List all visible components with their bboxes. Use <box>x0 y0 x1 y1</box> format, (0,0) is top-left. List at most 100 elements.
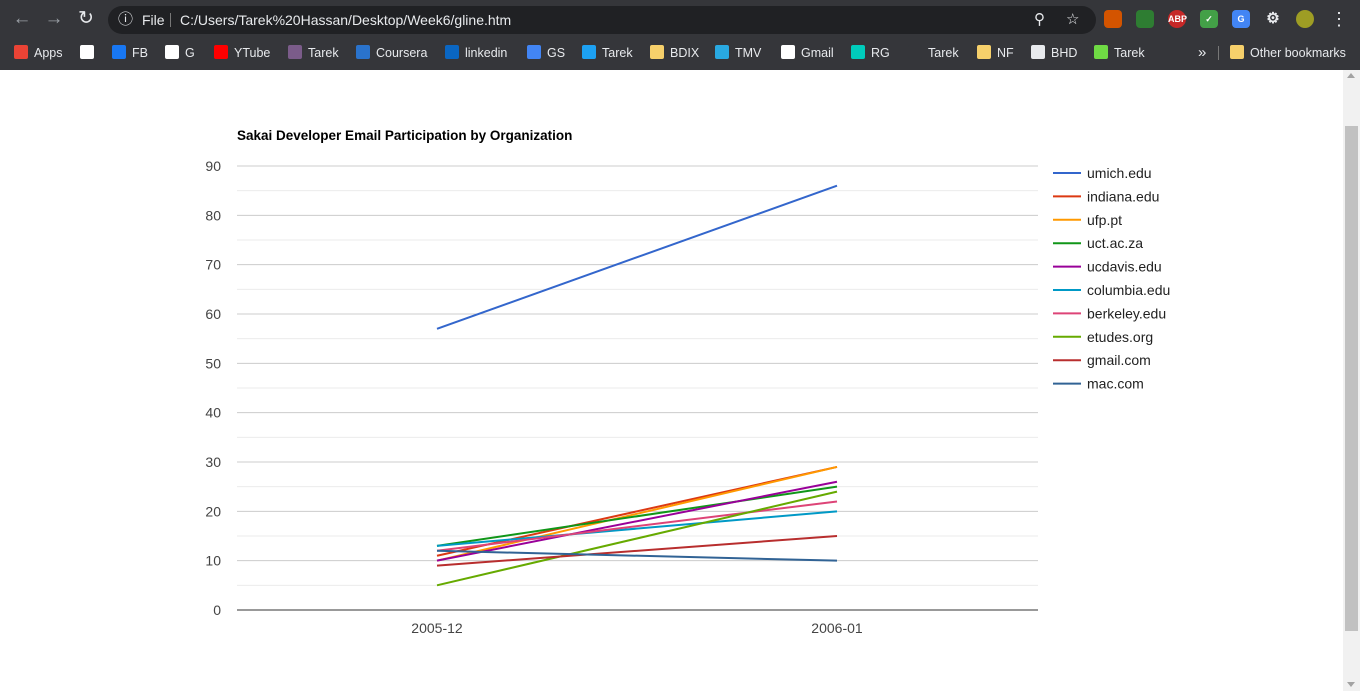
bookmark-label: Apps <box>34 46 63 60</box>
extension-fox-icon[interactable] <box>1104 10 1122 28</box>
facebook-icon <box>112 45 126 59</box>
k-icon <box>908 45 922 59</box>
bookmark-item[interactable] <box>80 38 100 68</box>
y-tick-label: 80 <box>205 207 221 223</box>
bookmark-label: Gmail <box>801 46 834 60</box>
url-separator <box>170 13 171 27</box>
legend-label: berkeley.edu <box>1087 305 1166 321</box>
chart-axes: 0 10 20 30 40 50 60 70 80 90 2005-12 2006-01 <box>205 158 862 636</box>
twitter-icon <box>582 45 596 59</box>
y-tick-label: 0 <box>213 602 221 618</box>
series-line-uct-ac-za[interactable] <box>436 485 838 547</box>
bookmark-star-icon[interactable]: ☆ <box>1066 11 1080 28</box>
address-bar[interactable]: ⓘ File C:/Users/Tarek%20Hassan/Desktop/W… <box>108 6 1096 34</box>
bookmark-item[interactable]: Coursera <box>356 38 427 68</box>
bookmark-label: BDIX <box>670 46 700 60</box>
url-text[interactable]: C:/Users/Tarek%20Hassan/Desktop/Week6/gl… <box>180 12 512 28</box>
bookmark-label: Tarek <box>1114 46 1145 60</box>
extension-globe-icon[interactable] <box>1136 10 1154 28</box>
forward-arrow-icon[interactable]: → <box>44 8 64 29</box>
chart-title: Sakai Developer Email Participation by O… <box>237 128 572 143</box>
avatar[interactable] <box>1296 10 1314 28</box>
series-line-mac-com[interactable] <box>436 549 838 562</box>
scroll-down-arrow-icon[interactable] <box>1347 682 1355 687</box>
wikipedia-icon <box>80 45 94 59</box>
bookmarks-overflow-icon[interactable]: » <box>1198 44 1207 61</box>
bookmark-item[interactable]: Tarek <box>288 38 339 68</box>
bookmark-item[interactable]: BHD <box>1031 38 1077 68</box>
researchgate-icon <box>851 45 865 59</box>
bookmark-item[interactable]: Tarek <box>582 38 633 68</box>
bookmark-item[interactable]: RG <box>851 38 890 68</box>
extension-check-icon[interactable]: ✓ <box>1200 10 1218 28</box>
bookmark-item[interactable]: YTube <box>214 38 270 68</box>
menu-kebab-icon[interactable]: ⋮ <box>1330 9 1348 29</box>
bookmark-item[interactable]: G <box>165 38 195 68</box>
bookmark-item[interactable]: GS <box>527 38 565 68</box>
x-tick-label: 2006-01 <box>811 620 863 636</box>
y-tick-label: 50 <box>205 355 221 371</box>
chart-legend: umich.edu indiana.edu ufp.pt uct.ac.za ucdav… <box>1053 165 1170 392</box>
zoom-icon[interactable]: ⚲ <box>1034 11 1045 28</box>
series-line-etudes-org[interactable] <box>436 490 838 587</box>
series-line-columbia-edu[interactable] <box>436 510 838 547</box>
bookmark-label: G <box>185 46 195 60</box>
bookmark-label: GS <box>547 46 566 60</box>
bookmark-item[interactable]: linkedin <box>445 38 507 68</box>
linkedin-icon <box>445 45 459 59</box>
bookmark-label: YTube <box>234 46 271 60</box>
bookmark-item[interactable]: NF <box>977 38 1014 68</box>
bookmark-item[interactable]: TMV <box>715 38 761 68</box>
url-scheme-label: File <box>142 12 165 28</box>
y-tick-label: 70 <box>205 257 221 273</box>
series-line-ucdavis-edu[interactable] <box>436 480 838 562</box>
bookmark-label: Coursera <box>376 46 428 60</box>
legend-label: columbia.edu <box>1087 282 1170 298</box>
bookmark-item[interactable]: Tarek <box>908 38 959 68</box>
extensions-puzzle-icon[interactable]: ⚙ <box>1266 10 1280 27</box>
bookmark-label: linkedin <box>465 46 508 60</box>
bookmark-label: BHD <box>1051 46 1078 60</box>
series-line-berkeley-edu[interactable] <box>436 500 838 552</box>
x-tick-label: 2005-12 <box>411 620 463 636</box>
info-icon[interactable]: ⓘ <box>118 11 134 28</box>
series-line-ufp-pt[interactable] <box>436 465 838 562</box>
bookmarks-bar: Apps FB G YTube Tarek Coursera linkedin GS Tarek… <box>0 38 1360 68</box>
bookmark-label: TMV <box>735 46 762 60</box>
bookmark-item[interactable]: Tarek <box>1094 38 1145 68</box>
bookmark-item[interactable]: Apps <box>14 38 63 68</box>
legend-label: uct.ac.za <box>1087 235 1143 251</box>
legend-label: gmail.com <box>1087 352 1151 368</box>
y-tick-label: 60 <box>205 306 221 322</box>
scholar-icon <box>527 45 541 59</box>
apps-grid-icon <box>14 45 28 59</box>
bookmark-label: FB <box>132 46 148 60</box>
bookmark-label: Tarek <box>928 46 959 60</box>
y-tick-label: 90 <box>205 158 221 174</box>
coursera-icon <box>356 45 370 59</box>
adblock-icon[interactable]: ABP <box>1168 10 1187 28</box>
bookmarks-divider <box>1218 46 1219 60</box>
back-arrow-icon[interactable]: ← <box>12 8 32 29</box>
scrollbar-thumb[interactable] <box>1345 126 1358 631</box>
bookmark-item[interactable]: BDIX <box>650 38 699 68</box>
scroll-up-arrow-icon[interactable] <box>1347 73 1355 78</box>
bookmark-label: Tarek <box>602 46 633 60</box>
play-icon <box>715 45 729 59</box>
y-tick-label: 40 <box>205 405 221 421</box>
series-line-umich-edu[interactable] <box>436 184 838 330</box>
series-line-gmail-com[interactable] <box>436 535 838 567</box>
chart-grid <box>237 165 1038 611</box>
browser-toolbar: ← → ↻ ⓘ File C:/Users/Tarek%20Hassan/Des… <box>0 0 1360 38</box>
globe-icon <box>1031 45 1045 59</box>
other-bookmarks[interactable]: Other bookmarks <box>1230 38 1346 68</box>
y-tick-label: 30 <box>205 454 221 470</box>
bookmark-item[interactable]: FB <box>112 38 148 68</box>
reload-icon[interactable]: ↻ <box>78 8 94 29</box>
bookmark-item[interactable]: Gmail <box>781 38 834 68</box>
page-content <box>0 70 1343 691</box>
translate-icon[interactable]: G <box>1232 10 1250 28</box>
bookmark-label: NF <box>997 46 1014 60</box>
legend-label: ucdavis.edu <box>1087 259 1162 275</box>
